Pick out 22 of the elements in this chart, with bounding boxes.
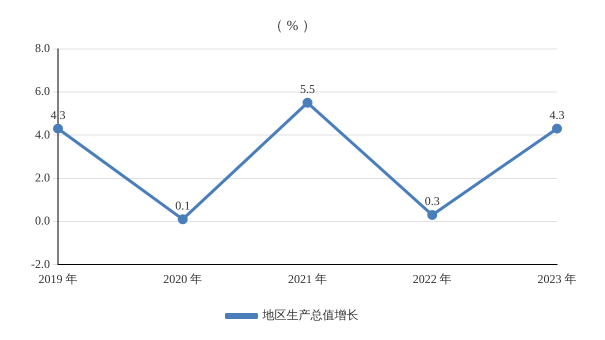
- y-tick-label: 2.0: [34, 170, 50, 184]
- x-tick-label: 2021 年: [288, 272, 327, 286]
- x-tick-label: 2022 年: [412, 272, 452, 286]
- point: [178, 214, 188, 224]
- y-tick-label: 8.0: [34, 40, 50, 55]
- point: [552, 124, 562, 134]
- data-label: 0.3: [424, 194, 440, 208]
- legend-label: 地区生产总值增长: [262, 308, 358, 322]
- chart-title: （ % ）: [269, 19, 316, 34]
- point: [427, 210, 438, 220]
- data-label: 5.5: [300, 82, 315, 96]
- x-tick-label: 2023 年: [538, 272, 576, 286]
- point: [302, 98, 312, 108]
- x-tick-label: 2019 年: [38, 272, 78, 286]
- point: [52, 124, 63, 134]
- x-tick-label: 2020 年: [163, 272, 202, 286]
- y-tick-label: 0.0: [34, 214, 50, 228]
- y-tick-label: -2.0: [30, 256, 50, 271]
- data-label: 4.3: [550, 108, 564, 122]
- y-tick-label: 6.0: [34, 84, 50, 98]
- data-label: 0.1: [175, 198, 190, 212]
- y-tick-label: 4.0: [34, 127, 50, 142]
